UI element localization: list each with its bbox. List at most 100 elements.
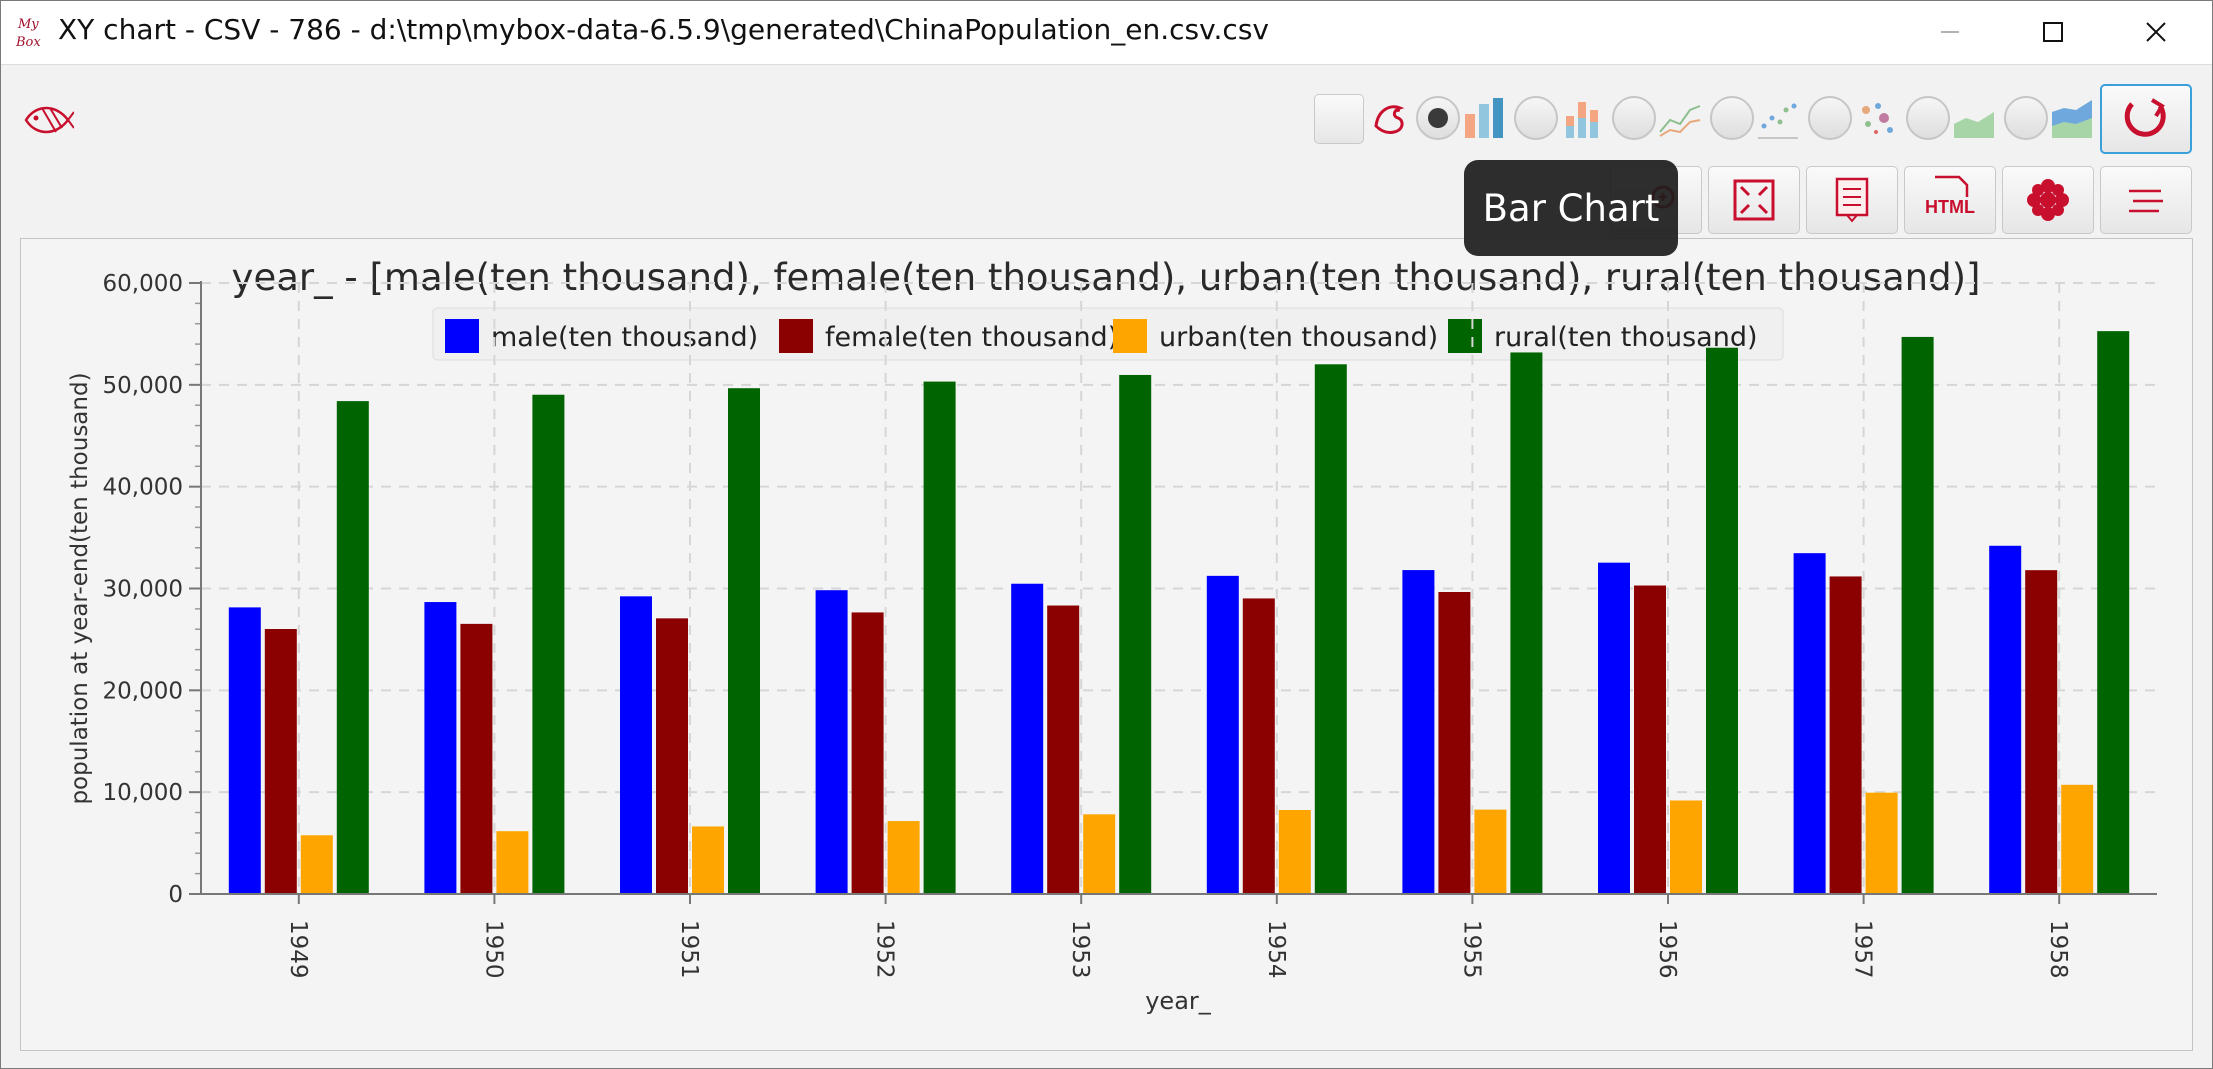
- y-tick-label: 20,000: [103, 678, 183, 704]
- radio-stacked-area-chart[interactable]: [2004, 96, 2048, 140]
- x-tick-label: 1958: [2045, 920, 2071, 979]
- bar-1956-1: [1634, 585, 1666, 894]
- x-tick-label: 1957: [1850, 920, 1876, 979]
- stacked-area-icon: [2052, 100, 2092, 138]
- radio-bubble-chart[interactable]: [1808, 96, 1852, 140]
- svg-text:My: My: [17, 17, 39, 32]
- html-button[interactable]: HTML: [1904, 166, 1996, 234]
- y-tick-label: 10,000: [103, 780, 183, 806]
- menu-button[interactable]: [2100, 166, 2192, 234]
- bar-1952-2: [887, 821, 920, 894]
- bar-1949-0: [228, 607, 261, 894]
- bar-1952-3: [923, 381, 956, 894]
- bar-1957-0: [1793, 553, 1826, 894]
- tooltip: Bar Chart: [1464, 160, 1678, 256]
- bubble-chart-icon: [1862, 103, 1893, 134]
- maximize-icon: [2043, 22, 2063, 42]
- legend-swatch: [779, 319, 813, 353]
- x-tick-label: 1951: [676, 920, 702, 979]
- y-tick-label: 0: [168, 882, 183, 908]
- close-button[interactable]: [2106, 0, 2206, 64]
- line-chart-icon: [1659, 105, 1701, 137]
- legend-label: urban(ten thousand): [1159, 322, 1438, 353]
- bar-1950-1: [460, 623, 493, 894]
- mybox-logo-icon: My Box: [15, 17, 41, 50]
- bar-1949-3: [336, 401, 369, 894]
- fit-icon: [1733, 179, 1775, 221]
- fit-button[interactable]: [1708, 166, 1800, 234]
- x-tick-label: 1954: [1263, 920, 1289, 979]
- y-axis-label: population at year-end(ten thousand): [67, 372, 93, 804]
- bar-1953-3: [1119, 374, 1152, 894]
- bar-1955-2: [1474, 809, 1507, 894]
- radio-line-chart[interactable]: [1612, 96, 1656, 140]
- y-tick-label: 50,000: [103, 373, 183, 399]
- bar-chart: year_ - [male(ten thousand), female(ten …: [67, 256, 2157, 1015]
- legend-box: [432, 307, 1784, 361]
- bar-1949-1: [264, 629, 297, 894]
- bar-1958-3: [2097, 331, 2130, 895]
- legend-swatch: [1448, 319, 1482, 353]
- refresh-icon: [2124, 98, 2166, 137]
- flower-style-icon: [2027, 179, 2069, 221]
- toolbar: HTML: [0, 64, 2213, 239]
- x-tick-label: 1949: [285, 920, 311, 979]
- bar-1956-0: [1598, 562, 1630, 894]
- bar-1953-2: [1083, 814, 1116, 894]
- radio-bar-chart[interactable]: [1416, 96, 1460, 140]
- bar-1951-1: [656, 618, 688, 894]
- bar-1954-1: [1242, 598, 1275, 894]
- bar-1949-2: [300, 835, 333, 894]
- y-tick-label: 30,000: [103, 577, 183, 603]
- settings-square-button[interactable]: [1314, 94, 1364, 144]
- legend-label: male(ten thousand): [491, 322, 758, 353]
- radio-scatter-chart[interactable]: [1710, 96, 1754, 140]
- menu-icon: [2129, 189, 2163, 213]
- bar-1956-3: [1706, 347, 1738, 894]
- data-button[interactable]: [1806, 166, 1898, 234]
- bar-1952-1: [851, 612, 884, 894]
- data-icon: [1835, 177, 1869, 223]
- chart-panel: year_ - [male(ten thousand), female(ten …: [20, 238, 2193, 1051]
- bar-1955-3: [1510, 352, 1543, 894]
- radio-stacked-bar-chart[interactable]: [1514, 96, 1558, 140]
- bar-1954-0: [1206, 575, 1239, 894]
- bar-1951-0: [620, 596, 652, 894]
- maximize-button[interactable]: [2003, 0, 2103, 64]
- bar-1954-3: [1314, 364, 1347, 894]
- bar-1958-1: [2025, 570, 2058, 894]
- title-bar: My Box XY chart - CSV - 786 - d:\tmp\myb…: [0, 0, 2213, 65]
- fish-icon[interactable]: [22, 94, 74, 146]
- style-button[interactable]: [2002, 166, 2094, 234]
- x-tick-label: 1956: [1654, 920, 1680, 979]
- minimize-icon: [1941, 31, 1959, 33]
- chart-title: year_ - [male(ten thousand), female(ten …: [232, 256, 1981, 299]
- area-chart-icon: [1954, 112, 1994, 138]
- bar-1954-2: [1278, 809, 1311, 894]
- bar-1951-3: [728, 388, 760, 894]
- svg-text:HTML: HTML: [1925, 197, 1975, 217]
- close-icon: [2146, 22, 2166, 42]
- bar-1955-0: [1402, 570, 1435, 894]
- bar-chart-icon: [1465, 98, 1503, 138]
- y-tick-label: 60,000: [103, 271, 183, 297]
- bar-1957-1: [1829, 576, 1862, 894]
- minimize-button[interactable]: [1900, 0, 2000, 64]
- bar-1952-0: [815, 590, 848, 894]
- bar-1957-2: [1865, 792, 1898, 894]
- bar-1950-2: [496, 831, 529, 894]
- bar-1958-0: [1989, 545, 2022, 894]
- html-icon: HTML: [1925, 175, 1975, 217]
- radio-area-chart[interactable]: [1906, 96, 1950, 140]
- scatter-chart-icon: [1758, 103, 1798, 139]
- bar-1950-0: [424, 602, 457, 894]
- bar-1953-1: [1047, 605, 1080, 894]
- bar-1957-3: [1901, 336, 1934, 895]
- x-tick-label: 1955: [1458, 920, 1484, 979]
- y-tick-label: 40,000: [103, 475, 183, 501]
- refresh-button[interactable]: [2100, 84, 2192, 154]
- bar-1950-3: [532, 394, 565, 894]
- bar-1953-0: [1011, 583, 1044, 894]
- x-tick-label: 1950: [480, 920, 506, 979]
- bar-1951-2: [692, 826, 724, 894]
